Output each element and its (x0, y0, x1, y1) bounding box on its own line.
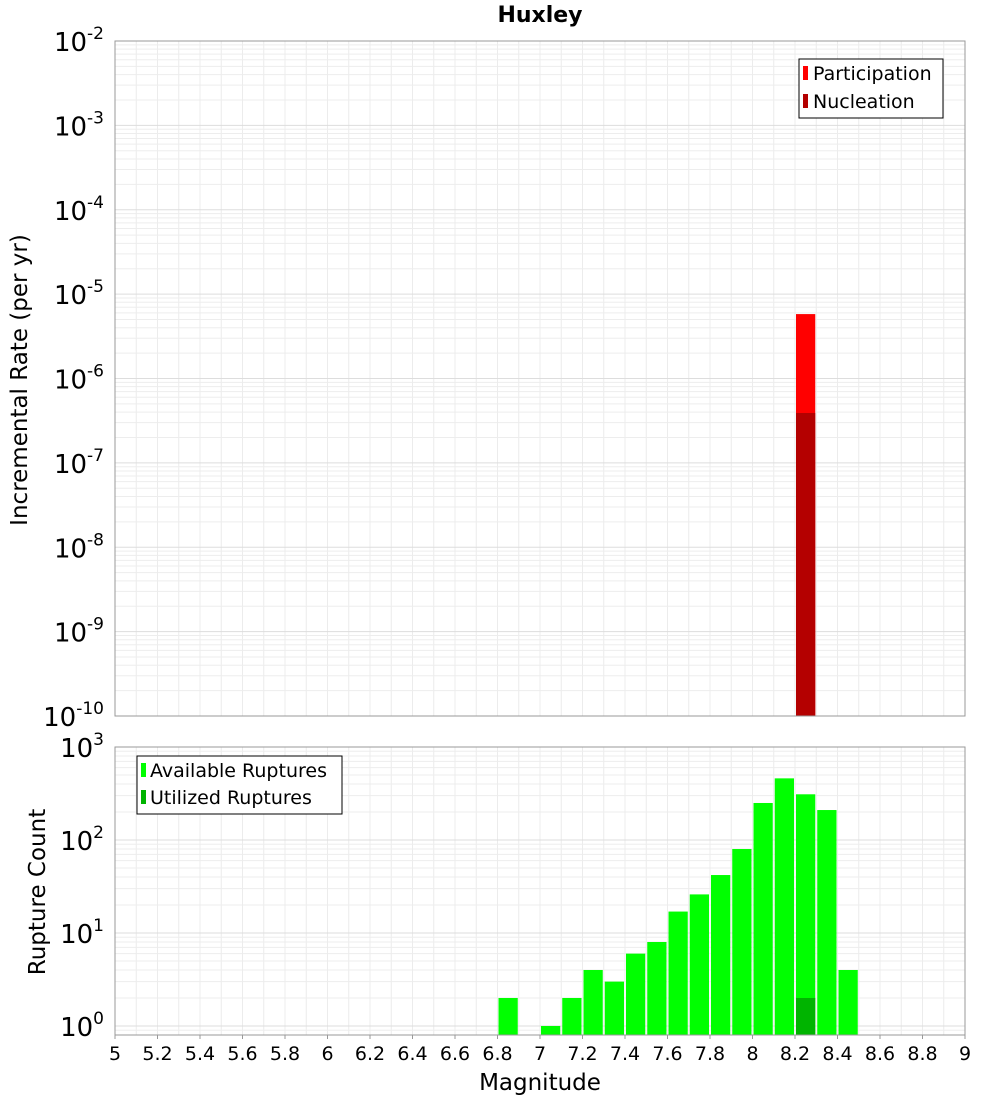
x-tick-label: 5.8 (270, 1043, 300, 1065)
bar-available-ruptures (626, 953, 646, 1035)
top-bars (796, 314, 816, 716)
y-tick-label: 103 (60, 730, 104, 764)
legend-label-nucleation: Nucleation (813, 91, 915, 113)
bottom-legend: Available Ruptures Utilized Ruptures (136, 755, 343, 815)
bar-available-ruptures (796, 794, 816, 1035)
legend-label-utilized-ruptures: Utilized Ruptures (150, 787, 312, 809)
bar-available-ruptures (689, 894, 709, 1035)
bar-available-ruptures (817, 810, 837, 1035)
top-y-ticks: 10-10 10-9 10-8 10-7 10-6 10-5 10-4 10-3 10-2 (43, 24, 104, 733)
top-y-axis-label: Incremental Rate (per yr) (7, 234, 33, 526)
bar-nucleation (796, 413, 816, 716)
bar-available-ruptures (838, 969, 858, 1035)
bar-available-ruptures (647, 942, 667, 1035)
y-tick-label: 101 (60, 916, 104, 950)
y-tick-label: 100 (60, 1009, 104, 1043)
x-tick-label: 5.6 (227, 1043, 257, 1065)
x-tick-label: 7.2 (567, 1043, 597, 1065)
x-tick-label: 9 (959, 1043, 971, 1065)
x-tick-label: 5.4 (185, 1043, 215, 1065)
x-tick-label: 7.6 (652, 1043, 682, 1065)
bar-available-ruptures (711, 875, 731, 1035)
chart-title: Huxley (497, 3, 582, 28)
x-tick-label: 8.4 (822, 1043, 852, 1065)
x-tick-label: 6.2 (355, 1043, 385, 1065)
x-axis-label: Magnitude (479, 1070, 601, 1096)
x-tick-label: 8.2 (780, 1043, 810, 1065)
y-tick-label: 10-6 (54, 362, 104, 396)
y-tick-label: 10-5 (54, 277, 104, 311)
x-tick-label: 7.4 (610, 1043, 640, 1065)
y-tick-label: 10-8 (54, 530, 104, 564)
top-legend: Participation Nucleation (798, 58, 944, 119)
y-tick-label: 102 (60, 823, 104, 857)
legend-swatch-utilized-ruptures (141, 790, 146, 804)
y-tick-label: 10-7 (54, 446, 104, 480)
x-tick-label: 6 (321, 1043, 333, 1065)
legend-swatch-available-ruptures (141, 763, 146, 777)
bar-available-ruptures (498, 997, 518, 1035)
y-tick-label: 10-10 (43, 699, 104, 733)
top-legend-box (798, 58, 944, 119)
x-tick-label: 5.2 (142, 1043, 172, 1065)
x-tick-label: 6.4 (397, 1043, 427, 1065)
bottom-bars (498, 778, 858, 1035)
legend-swatch-nucleation (803, 94, 808, 108)
legend-swatch-participation (803, 66, 808, 80)
legend-label-available-ruptures: Available Ruptures (150, 760, 327, 782)
bar-available-ruptures (774, 778, 794, 1035)
bar-utilized-ruptures (796, 997, 816, 1035)
bar-available-ruptures (732, 849, 752, 1035)
bar-available-ruptures (562, 997, 582, 1035)
top-plot-frame (114, 40, 966, 717)
bar-available-ruptures (583, 969, 603, 1035)
bar-available-ruptures (753, 802, 773, 1035)
x-tick-label: 7.8 (695, 1043, 725, 1065)
x-tick-label: 6.6 (440, 1043, 470, 1065)
x-tick-label: 6.8 (482, 1043, 512, 1065)
x-tick-label: 8 (746, 1043, 758, 1065)
y-tick-label: 10-9 (54, 615, 104, 649)
top-grid (114, 40, 966, 717)
bar-available-ruptures (541, 1025, 561, 1035)
bar-available-ruptures (668, 911, 688, 1035)
x-tick-label: 8.8 (907, 1043, 937, 1065)
bottom-y-ticks: 100 101 102 103 (60, 730, 104, 1043)
x-tick-label: 5 (109, 1043, 121, 1065)
bottom-y-axis-label: Rupture Count (25, 809, 51, 975)
legend-label-participation: Participation (813, 63, 932, 85)
bottom-x-ticks: 5 5.2 5.4 5.6 5.8 6 6.2 6.4 6.6 6.8 7 7.2 7.4 7.6 7.8 8… (109, 1035, 971, 1065)
y-tick-label: 10-2 (54, 24, 104, 58)
x-tick-label: 7 (534, 1043, 546, 1065)
y-tick-label: 10-4 (54, 193, 104, 227)
y-tick-label: 10-3 (54, 108, 104, 142)
bar-available-ruptures (604, 981, 624, 1035)
x-tick-label: 8.6 (865, 1043, 895, 1065)
bottom-legend-box (136, 755, 343, 815)
